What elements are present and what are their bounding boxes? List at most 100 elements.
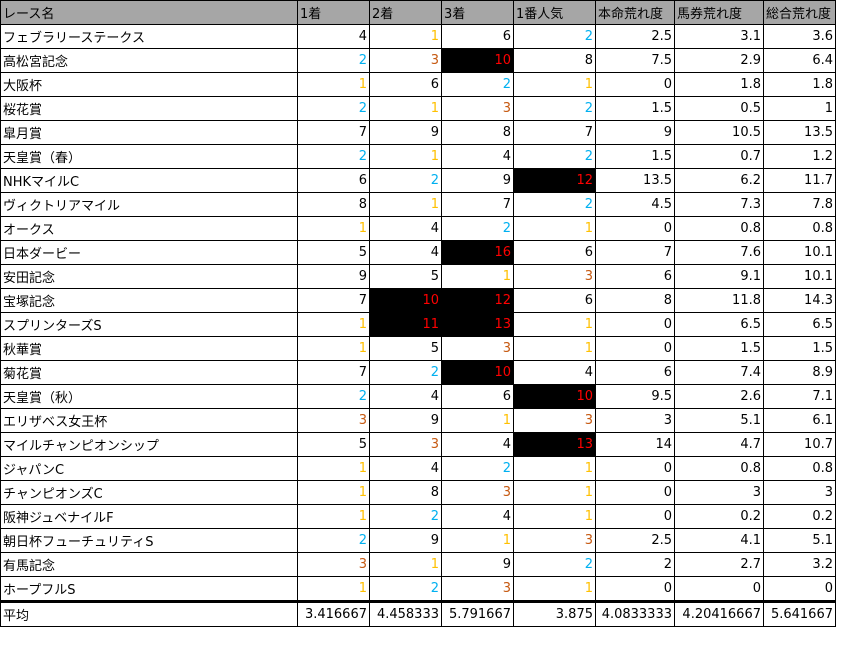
race-name-cell[interactable]: 朝日杯フューチュリティS — [0, 528, 298, 553]
value-cell[interactable]: 4.5 — [595, 192, 675, 217]
value-cell[interactable]: 0.8 — [763, 216, 836, 241]
value-cell[interactable]: 6 — [369, 72, 442, 97]
value-cell[interactable]: 3 — [441, 480, 514, 505]
value-cell[interactable]: 11 — [369, 312, 442, 337]
value-cell[interactable]: 6 — [595, 360, 675, 385]
value-cell[interactable]: 0.2 — [763, 504, 836, 529]
value-cell[interactable]: 0 — [595, 312, 675, 337]
value-cell[interactable]: 3 — [369, 432, 442, 457]
value-cell[interactable]: 2 — [297, 48, 370, 73]
value-cell[interactable]: 9 — [441, 168, 514, 193]
value-cell[interactable]: 4 — [441, 504, 514, 529]
value-cell[interactable]: 1 — [297, 480, 370, 505]
value-cell[interactable]: 3 — [674, 480, 764, 505]
value-cell[interactable]: 6 — [513, 288, 596, 313]
value-cell[interactable]: 7.6 — [674, 240, 764, 265]
value-cell[interactable]: 5.1 — [763, 528, 836, 553]
value-cell[interactable]: 2 — [297, 384, 370, 409]
value-cell[interactable]: 1 — [441, 264, 514, 289]
value-cell[interactable]: 7.1 — [763, 384, 836, 409]
value-cell[interactable]: 9 — [441, 552, 514, 577]
value-cell[interactable]: 4 — [369, 384, 442, 409]
value-cell[interactable]: 13 — [513, 432, 596, 457]
value-cell[interactable]: 1.5 — [595, 96, 675, 121]
value-cell[interactable]: 4 — [513, 360, 596, 385]
value-cell[interactable]: 8.9 — [763, 360, 836, 385]
value-cell[interactable]: 2 — [369, 168, 442, 193]
value-cell[interactable]: 1 — [369, 24, 442, 49]
column-header[interactable]: レース名 — [0, 0, 298, 25]
value-cell[interactable]: 1 — [369, 144, 442, 169]
value-cell[interactable]: 5 — [369, 264, 442, 289]
value-cell[interactable]: 1 — [513, 504, 596, 529]
value-cell[interactable]: 7 — [513, 120, 596, 145]
column-header[interactable]: 総合荒れ度 — [763, 0, 836, 25]
value-cell[interactable]: 1 — [441, 408, 514, 433]
value-cell[interactable]: 7 — [441, 192, 514, 217]
value-cell[interactable]: 10.7 — [763, 432, 836, 457]
value-cell[interactable]: 1 — [369, 192, 442, 217]
value-cell[interactable]: 3 — [297, 408, 370, 433]
value-cell[interactable]: 5.791667 — [441, 600, 514, 627]
value-cell[interactable]: 1 — [297, 576, 370, 602]
value-cell[interactable]: 2 — [441, 456, 514, 481]
value-cell[interactable]: 1 — [297, 504, 370, 529]
value-cell[interactable]: 4 — [369, 216, 442, 241]
value-cell[interactable]: 3 — [513, 408, 596, 433]
value-cell[interactable]: 4.1 — [674, 528, 764, 553]
value-cell[interactable]: 2 — [369, 504, 442, 529]
value-cell[interactable]: 3 — [297, 552, 370, 577]
value-cell[interactable]: 9 — [369, 528, 442, 553]
value-cell[interactable]: 4.7 — [674, 432, 764, 457]
race-name-cell[interactable]: フェブラリーステークス — [0, 24, 298, 49]
race-name-cell[interactable]: スプリンターズS — [0, 312, 298, 337]
value-cell[interactable]: 12 — [441, 288, 514, 313]
race-name-cell[interactable]: 大阪杯 — [0, 72, 298, 97]
value-cell[interactable]: 3 — [513, 528, 596, 553]
value-cell[interactable]: 4.458333 — [369, 600, 442, 627]
value-cell[interactable]: 5 — [297, 432, 370, 457]
value-cell[interactable]: 4 — [441, 432, 514, 457]
value-cell[interactable]: 4 — [369, 240, 442, 265]
value-cell[interactable]: 1 — [369, 552, 442, 577]
value-cell[interactable]: 2 — [441, 72, 514, 97]
value-cell[interactable]: 8 — [513, 48, 596, 73]
value-cell[interactable]: 5 — [297, 240, 370, 265]
value-cell[interactable]: 6 — [441, 384, 514, 409]
value-cell[interactable]: 13.5 — [595, 168, 675, 193]
value-cell[interactable]: 2.5 — [595, 24, 675, 49]
column-header[interactable]: 2着 — [369, 0, 442, 25]
column-header[interactable]: 1着 — [297, 0, 370, 25]
value-cell[interactable]: 4.0833333 — [595, 600, 675, 627]
value-cell[interactable]: 14.3 — [763, 288, 836, 313]
race-name-cell[interactable]: 秋華賞 — [0, 336, 298, 361]
value-cell[interactable]: 0.7 — [674, 144, 764, 169]
value-cell[interactable]: 3 — [763, 480, 836, 505]
value-cell[interactable]: 3.1 — [674, 24, 764, 49]
value-cell[interactable]: 6.5 — [763, 312, 836, 337]
value-cell[interactable]: 6 — [595, 264, 675, 289]
value-cell[interactable]: 0 — [595, 504, 675, 529]
value-cell[interactable]: 1 — [513, 576, 596, 602]
value-cell[interactable]: 7.3 — [674, 192, 764, 217]
value-cell[interactable]: 6.1 — [763, 408, 836, 433]
value-cell[interactable]: 0 — [595, 216, 675, 241]
race-name-cell[interactable]: NHKマイルC — [0, 168, 298, 193]
race-name-cell[interactable]: ヴィクトリアマイル — [0, 192, 298, 217]
race-name-cell[interactable]: 平均 — [0, 600, 298, 627]
value-cell[interactable]: 3 — [513, 264, 596, 289]
race-name-cell[interactable]: 日本ダービー — [0, 240, 298, 265]
value-cell[interactable]: 4 — [369, 456, 442, 481]
race-name-cell[interactable]: 天皇賞（春） — [0, 144, 298, 169]
race-name-cell[interactable]: 宝塚記念 — [0, 288, 298, 313]
race-name-cell[interactable]: 桜花賞 — [0, 96, 298, 121]
value-cell[interactable]: 2 — [369, 360, 442, 385]
value-cell[interactable]: 6.5 — [674, 312, 764, 337]
value-cell[interactable]: 2 — [513, 96, 596, 121]
value-cell[interactable]: 0.5 — [674, 96, 764, 121]
race-name-cell[interactable]: 天皇賞（秋） — [0, 384, 298, 409]
value-cell[interactable]: 1 — [513, 456, 596, 481]
value-cell[interactable]: 5 — [369, 336, 442, 361]
value-cell[interactable]: 10 — [369, 288, 442, 313]
value-cell[interactable]: 1 — [513, 480, 596, 505]
